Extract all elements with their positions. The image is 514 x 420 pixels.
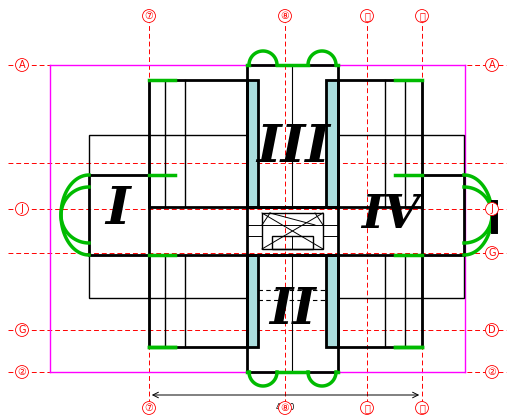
Text: 4870: 4870: [276, 403, 295, 412]
Bar: [338, 80, 422, 207]
Text: D: D: [488, 325, 496, 335]
Text: ⑦: ⑦: [144, 11, 153, 21]
Text: ②: ②: [488, 367, 497, 377]
Bar: [326, 80, 338, 207]
Text: ⑫: ⑫: [419, 403, 425, 413]
Text: ⑫: ⑫: [419, 11, 425, 21]
Bar: [247, 255, 258, 347]
Text: IV: IV: [361, 192, 419, 238]
Text: ⑧: ⑧: [281, 403, 289, 413]
Text: ②: ②: [17, 367, 26, 377]
Text: A: A: [489, 60, 495, 70]
Bar: [422, 135, 464, 175]
Text: I: I: [106, 184, 131, 236]
Bar: [338, 255, 422, 347]
Text: III: III: [256, 123, 330, 173]
Bar: [247, 255, 338, 372]
Bar: [247, 80, 258, 207]
Bar: [149, 80, 165, 207]
Text: J: J: [490, 204, 493, 214]
Bar: [262, 213, 323, 249]
Text: G: G: [488, 248, 495, 258]
Text: A: A: [19, 60, 25, 70]
Text: ⑦: ⑦: [144, 403, 153, 413]
Bar: [272, 236, 313, 249]
Text: ⑧: ⑧: [281, 11, 289, 21]
Text: II: II: [270, 286, 317, 334]
Bar: [326, 255, 338, 347]
Bar: [405, 255, 422, 347]
Bar: [326, 80, 338, 207]
Text: ⑪: ⑪: [364, 403, 370, 413]
Bar: [149, 80, 247, 207]
Bar: [89, 175, 149, 255]
Text: J: J: [21, 204, 24, 214]
Bar: [89, 135, 149, 175]
Bar: [247, 207, 338, 255]
Text: G: G: [19, 325, 26, 335]
Bar: [247, 255, 258, 347]
Bar: [405, 80, 422, 207]
Bar: [149, 255, 247, 347]
Bar: [422, 175, 464, 255]
Bar: [89, 255, 149, 298]
Bar: [149, 255, 165, 347]
Bar: [247, 80, 258, 207]
Bar: [422, 255, 464, 298]
Bar: [326, 255, 338, 347]
Text: ⑪: ⑪: [364, 11, 370, 21]
Bar: [247, 65, 338, 207]
